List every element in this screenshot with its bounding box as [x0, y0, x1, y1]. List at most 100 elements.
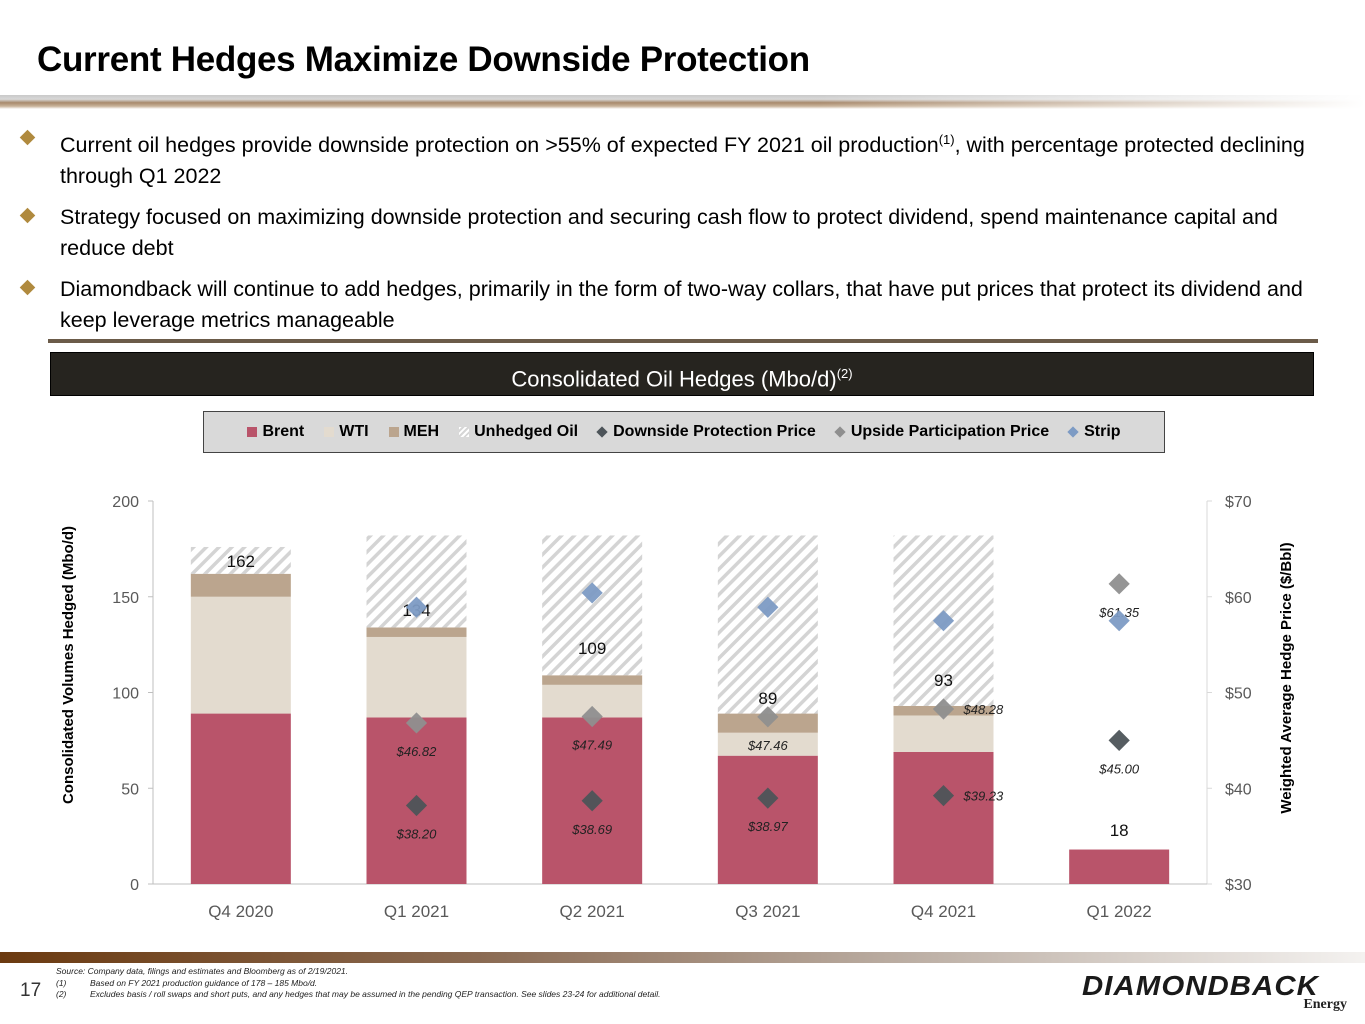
- marker-downside-protection-price: [405, 794, 428, 817]
- y-tick-label: 100: [112, 686, 139, 703]
- legend-diamond-icon: [596, 426, 608, 438]
- x-tick-label: Q1 2022: [1087, 902, 1152, 921]
- legend-swatch: [388, 427, 399, 437]
- x-tick-label: Q3 2021: [735, 902, 800, 921]
- marker-label: $38.69: [571, 822, 612, 837]
- total-label: 93: [934, 671, 953, 690]
- page-number: 17: [20, 980, 42, 1001]
- bar-segment-meh: [717, 713, 818, 733]
- company-logo: DIAMONDBACK Energy: [1082, 970, 1347, 1012]
- bar-segment-meh: [542, 675, 643, 685]
- bar-segment-wti: [366, 636, 467, 718]
- bar-segment-unhedged-oil: [893, 535, 994, 706]
- diamond-bullet-icon: [19, 279, 36, 296]
- y-tick-label: 0: [130, 877, 139, 894]
- y-axis-left-label: Consolidated Volumes Hedged (Mbo/d): [60, 525, 77, 805]
- marker-label: $48.28: [963, 702, 1005, 717]
- marker-upside-participation-price: [757, 706, 779, 728]
- legend-diamond-icon: [1067, 426, 1079, 438]
- marker-label: $39.23: [963, 789, 1005, 804]
- bar-segment-brent: [366, 717, 467, 884]
- x-tick-label: Q2 2021: [560, 902, 625, 921]
- marker-upside-participation-price: [581, 705, 603, 728]
- y-axis-right-label: Weighted Average Hedge Price ($/Bbl): [1278, 542, 1295, 814]
- diamond-bullet-icon: [19, 129, 36, 146]
- legend-label: WTI: [339, 423, 369, 440]
- bar-segment-unhedged-oil: [542, 535, 643, 676]
- footnotes: Source: Company data, filings and estima…: [56, 966, 660, 1001]
- footnote: (1) Based on FY 2021 production guidance …: [56, 977, 318, 988]
- marker-upside-participation-price: [405, 712, 428, 734]
- marker-downside-protection-price: [757, 787, 779, 809]
- y-tick-label: 150: [112, 590, 139, 607]
- marker-label: $46.82: [396, 744, 438, 759]
- footer-divider: [0, 952, 1365, 963]
- bar-segment-meh: [190, 573, 291, 597]
- legend-item-wti: WTI: [324, 423, 369, 441]
- marker-strip: [932, 610, 955, 632]
- marker-strip: [1108, 610, 1130, 632]
- marker-strip: [757, 596, 779, 618]
- total-label: 89: [758, 689, 777, 708]
- marker-label: $38.20: [396, 826, 438, 841]
- marker-upside-participation-price: [932, 698, 955, 720]
- marker-downside-protection-price: [932, 785, 955, 807]
- legend-item-strip: Strip: [1067, 423, 1121, 441]
- source-note: Source: Company data, filings and estima…: [56, 966, 349, 976]
- legend-label: Strip: [1084, 423, 1121, 440]
- chart-header: Consolidated Oil Hedges (Mbo/d)(2): [50, 352, 1314, 396]
- bullet-item: Diamondback will continue to add hedges,…: [18, 274, 1338, 336]
- marker-label: $38.97: [747, 819, 789, 834]
- marker-strip: [581, 582, 603, 604]
- chart-legend: Brent WTI MEH Unhedged Oil Downside Protecti…: [203, 411, 1165, 453]
- section-divider: [48, 339, 1318, 343]
- total-label: 109: [578, 639, 606, 658]
- page-title: Current Hedges Maximize Downside Protect…: [37, 40, 810, 79]
- marker-strip: [405, 596, 428, 618]
- footnote: (2) Excludes basis / roll swaps and short…: [56, 989, 661, 999]
- bar-segment-brent: [893, 751, 994, 884]
- bar-segment-wti: [190, 596, 291, 714]
- bar-segment-wti: [893, 715, 994, 752]
- marker-upside-participation-price: [1108, 573, 1130, 595]
- bullet-list: Current oil hedges provide downside prot…: [18, 124, 1338, 346]
- legend-label: Brent: [262, 423, 305, 440]
- legend-hatch-swatch: [459, 427, 470, 437]
- bar-segment-meh: [366, 627, 467, 637]
- legend-label: Downside Protection Price: [613, 423, 816, 440]
- legend-label: MEH: [403, 423, 440, 440]
- legend-label: Upside Participation Price: [850, 423, 1050, 440]
- bullet-item: Strategy focused on maximizing downside …: [18, 202, 1338, 264]
- legend-item-meh: MEH: [388, 423, 440, 441]
- legend-swatch: [324, 427, 335, 437]
- y-tick-label: 200: [112, 494, 139, 511]
- legend-item-downside-protection-price: Downside Protection Price: [596, 423, 816, 441]
- y-tick-label: 50: [121, 781, 139, 798]
- total-label: 162: [227, 552, 255, 571]
- bar-segment-unhedged-oil: [190, 546, 291, 574]
- bar-segment-brent: [542, 717, 643, 884]
- legend-item-unhedged-oil: Unhedged Oil: [459, 423, 578, 441]
- bar-segment-unhedged-oil: [366, 535, 467, 628]
- legend-diamond-icon: [834, 426, 846, 438]
- bar-segment-brent: [717, 755, 818, 884]
- marker-label: $45.00: [1098, 761, 1140, 776]
- marker-label: $61.35: [1098, 605, 1140, 620]
- legend-item-upside-participation-price: Upside Participation Price: [834, 423, 1050, 441]
- y2-tick-label: $70: [1225, 494, 1252, 511]
- bar-segment-meh: [893, 705, 994, 716]
- legend-item-brent: Brent: [247, 423, 304, 441]
- total-label: 134: [402, 601, 430, 620]
- x-tick-label: Q4 2020: [208, 902, 273, 921]
- bar-segment-brent: [190, 713, 291, 884]
- y2-tick-label: $50: [1225, 686, 1252, 703]
- x-tick-label: Q4 2021: [911, 902, 976, 921]
- bullet-item: Current oil hedges provide downside prot…: [18, 124, 1338, 192]
- marker-label: $47.46: [747, 738, 789, 753]
- marker-label: $47.49: [571, 738, 612, 753]
- diamond-bullet-icon: [19, 207, 36, 224]
- bar-segment-brent: [1069, 849, 1170, 884]
- x-tick-label: Q1 2021: [384, 902, 449, 921]
- total-label: 18: [1110, 821, 1129, 840]
- bar-segment-wti: [542, 684, 643, 718]
